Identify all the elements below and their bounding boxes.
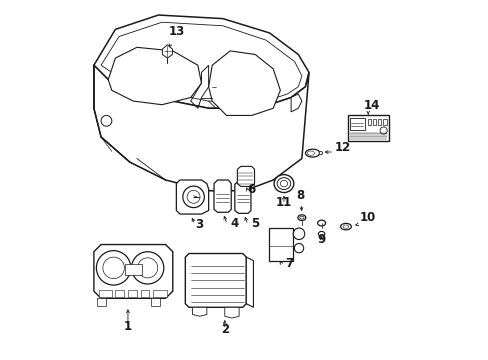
Bar bbox=[382, 119, 386, 126]
Bar bbox=[128, 290, 137, 297]
Text: 2: 2 bbox=[220, 323, 228, 336]
Polygon shape bbox=[234, 181, 250, 213]
Ellipse shape bbox=[277, 178, 290, 189]
Text: 11: 11 bbox=[275, 197, 291, 210]
Circle shape bbox=[379, 127, 386, 134]
Bar bbox=[140, 290, 149, 297]
Polygon shape bbox=[108, 47, 201, 105]
Ellipse shape bbox=[318, 231, 324, 236]
Circle shape bbox=[96, 251, 131, 285]
Polygon shape bbox=[192, 307, 206, 316]
Polygon shape bbox=[237, 166, 254, 186]
Polygon shape bbox=[246, 257, 253, 307]
Ellipse shape bbox=[340, 224, 351, 230]
Ellipse shape bbox=[274, 175, 293, 193]
Polygon shape bbox=[162, 45, 172, 58]
Bar bbox=[372, 119, 376, 126]
Text: 10: 10 bbox=[359, 211, 375, 224]
Bar bbox=[97, 298, 106, 306]
Bar bbox=[268, 228, 292, 261]
Bar bbox=[115, 290, 124, 297]
Polygon shape bbox=[208, 51, 280, 116]
Text: 12: 12 bbox=[334, 141, 350, 154]
Bar bbox=[153, 290, 167, 297]
Polygon shape bbox=[290, 94, 301, 112]
Text: 14: 14 bbox=[363, 99, 379, 112]
Circle shape bbox=[294, 243, 303, 253]
Polygon shape bbox=[224, 307, 239, 318]
Polygon shape bbox=[185, 253, 246, 307]
Text: 9: 9 bbox=[317, 233, 325, 246]
Polygon shape bbox=[94, 65, 308, 191]
Text: 3: 3 bbox=[195, 218, 203, 231]
Bar bbox=[349, 118, 364, 130]
Text: 5: 5 bbox=[251, 217, 259, 230]
Circle shape bbox=[293, 228, 304, 239]
Bar bbox=[367, 119, 371, 126]
Ellipse shape bbox=[297, 215, 305, 221]
Text: 13: 13 bbox=[168, 25, 184, 39]
Bar bbox=[99, 290, 112, 297]
Bar bbox=[347, 116, 388, 140]
Text: 7: 7 bbox=[285, 257, 293, 270]
Text: 1: 1 bbox=[123, 320, 132, 333]
Bar bbox=[125, 264, 142, 275]
Polygon shape bbox=[176, 180, 208, 214]
Bar bbox=[377, 119, 381, 126]
Circle shape bbox=[183, 186, 204, 208]
Ellipse shape bbox=[317, 220, 325, 226]
Ellipse shape bbox=[280, 180, 287, 187]
Text: 8: 8 bbox=[295, 189, 304, 202]
Ellipse shape bbox=[319, 152, 322, 155]
Polygon shape bbox=[214, 180, 231, 212]
Text: 4: 4 bbox=[230, 217, 238, 230]
Bar bbox=[151, 298, 160, 306]
Polygon shape bbox=[94, 15, 308, 108]
Circle shape bbox=[131, 252, 163, 284]
Ellipse shape bbox=[305, 149, 319, 157]
Polygon shape bbox=[94, 244, 172, 298]
Text: 6: 6 bbox=[246, 183, 255, 196]
